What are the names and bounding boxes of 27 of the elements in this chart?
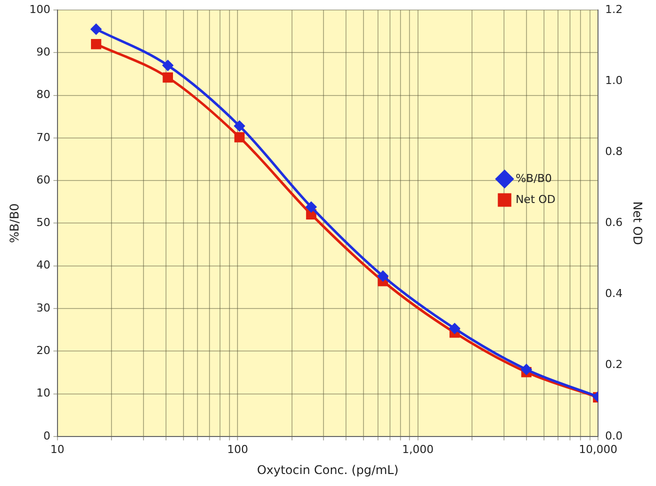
y2-tick-label: 0.0: [605, 429, 623, 442]
y2-tick-label: 0.6: [605, 216, 623, 230]
y-tick-label: 60: [36, 173, 50, 186]
y2-axis-title: Net OD: [630, 201, 645, 245]
x-tick-label: 100: [227, 442, 248, 456]
legend-label: Net OD: [516, 192, 556, 206]
legend-label: %B/B0: [516, 172, 552, 185]
y-axis-title: %B/B0: [7, 203, 22, 243]
y-tick-label: 70: [36, 130, 50, 144]
y-tick-label: 100: [29, 2, 50, 16]
y-tick-label: 80: [36, 88, 50, 102]
x-tick-label: 10,000: [578, 442, 618, 456]
y-tick-label: 0: [43, 429, 50, 442]
x-axis-title: Oxytocin Conc. (pg/mL): [256, 462, 399, 477]
y-tick-label: 20: [36, 344, 50, 357]
x-tick-label: 1,000: [402, 442, 434, 456]
x-tick-label: 10: [50, 442, 64, 456]
y2-tick-label: 1.0: [605, 74, 623, 87]
y-tick-label: 50: [36, 216, 50, 230]
y2-tick-label: 0.4: [605, 287, 623, 300]
y2-tick-label: 1.2: [605, 2, 623, 16]
y-tick-label: 90: [36, 46, 50, 58]
y-tick-label: 40: [36, 258, 50, 272]
y2-tick-label: 0.8: [605, 144, 623, 158]
y-tick-label: 10: [36, 386, 50, 400]
y-tick-label: 30: [36, 301, 50, 314]
y2-tick-label: 0.2: [605, 358, 623, 372]
